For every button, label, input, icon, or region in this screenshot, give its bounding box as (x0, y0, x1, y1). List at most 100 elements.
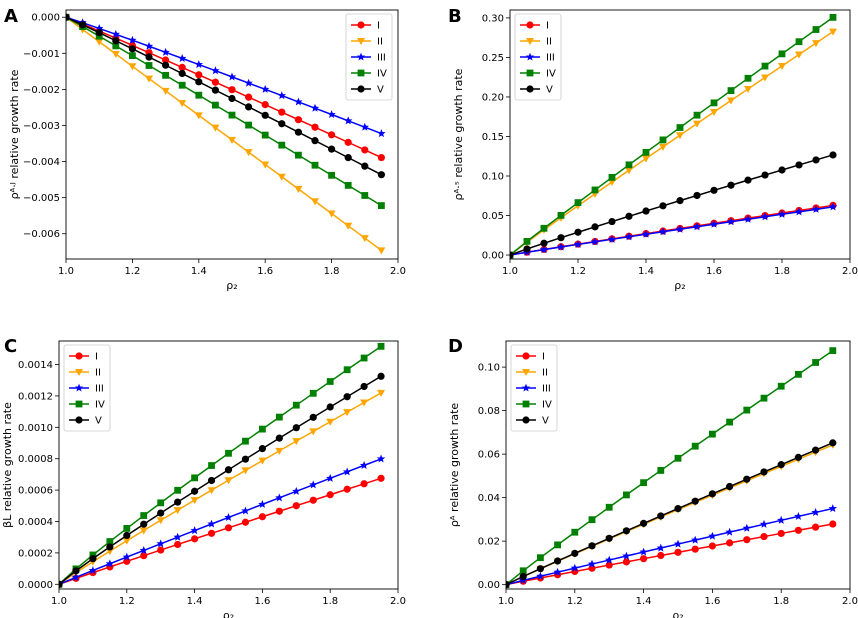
plot-area (510, 13, 838, 259)
legend-marker (357, 38, 365, 45)
data-point (275, 507, 283, 515)
data-point (195, 78, 203, 86)
data-point (211, 66, 220, 75)
data-point (676, 132, 684, 140)
data-point (828, 504, 837, 513)
data-point (622, 558, 631, 566)
y-tick-label: 0.08 (478, 406, 500, 417)
data-point (241, 506, 250, 515)
data-point (557, 211, 565, 219)
data-point (343, 485, 351, 493)
legend-marker (526, 85, 534, 93)
data-point (156, 517, 165, 525)
data-point (674, 548, 682, 556)
data-point (129, 52, 136, 60)
data-point (778, 50, 786, 58)
data-point (292, 424, 300, 432)
data-point (292, 486, 301, 495)
legend-label: I (377, 21, 380, 32)
y-tick-label: 0.10 (478, 363, 500, 374)
data-point (328, 145, 336, 153)
data-point (178, 53, 187, 62)
data-point (605, 534, 613, 542)
data-point (570, 563, 579, 572)
y-tick-label: 0.0014 (18, 360, 53, 371)
data-point (106, 543, 114, 551)
data-point (625, 212, 633, 220)
plot-area (59, 342, 386, 589)
panel-letter: C (4, 336, 17, 357)
data-point (211, 78, 219, 86)
data-point (191, 535, 199, 543)
data-point (829, 151, 837, 159)
data-point (310, 103, 320, 112)
legend-label: III (546, 53, 555, 64)
data-point (309, 480, 318, 489)
legend-marker (75, 369, 83, 376)
data-point (574, 199, 582, 207)
data-point (190, 497, 199, 505)
series-iv (66, 13, 385, 209)
data-point (523, 237, 531, 245)
legend-marker (521, 383, 531, 392)
data-point (622, 551, 631, 560)
x-tick-label: 1.2 (124, 266, 140, 277)
legend-label: I (95, 352, 98, 363)
data-point (95, 29, 103, 37)
data-point (161, 87, 170, 95)
data-point (111, 51, 120, 59)
legend-marker (522, 400, 530, 408)
data-point (777, 529, 785, 538)
data-point (194, 60, 203, 69)
data-point (162, 61, 170, 69)
data-point (605, 503, 613, 511)
data-point (795, 161, 803, 169)
data-point (258, 513, 266, 521)
data-point (710, 99, 718, 107)
data-point (242, 437, 249, 445)
data-point (326, 491, 334, 499)
data-point (194, 112, 203, 120)
legend-marker (357, 85, 365, 93)
data-point (676, 197, 684, 205)
x-tick-label: 1.8 (322, 596, 338, 607)
data-point (228, 94, 236, 103)
data-point (95, 38, 104, 46)
data-point (657, 551, 665, 560)
panel-a: A 1.0 1.2 1.4 1.6 1.8 2.0 0.000 −0.001 −0.002 −0.0… (4, 6, 406, 292)
data-point (742, 523, 751, 532)
data-point (795, 38, 803, 46)
data-point (761, 62, 769, 70)
data-point (157, 546, 165, 554)
data-point (642, 207, 650, 215)
data-point (294, 116, 302, 124)
data-point (607, 234, 617, 243)
x-tick-label: 1.6 (704, 596, 720, 607)
data-point (128, 45, 136, 53)
y-axis-label: βL relative growth rate (1, 402, 14, 528)
y-tick-label: 0.0012 (18, 391, 53, 402)
data-point (710, 109, 718, 117)
data-point (360, 235, 369, 243)
data-point (640, 555, 648, 563)
data-point (812, 359, 819, 366)
x-tick-label: 1.6 (706, 266, 722, 277)
data-point (344, 154, 352, 162)
legend-marker (75, 400, 83, 408)
data-point (361, 146, 369, 154)
legend-marker (526, 69, 534, 77)
data-point (106, 538, 114, 545)
y-tick-label: 0.0006 (18, 486, 53, 497)
data-point (590, 237, 600, 246)
data-point (709, 430, 716, 438)
data-point (244, 149, 253, 157)
x-tick-label: 1.0 (502, 266, 518, 277)
data-point (294, 128, 302, 136)
y-tick-label: −0.001 (23, 49, 60, 60)
data-point (794, 511, 803, 520)
y-tick-label: −0.006 (23, 229, 60, 240)
data-point (309, 413, 317, 421)
data-point (342, 467, 352, 476)
data-point (536, 571, 545, 580)
